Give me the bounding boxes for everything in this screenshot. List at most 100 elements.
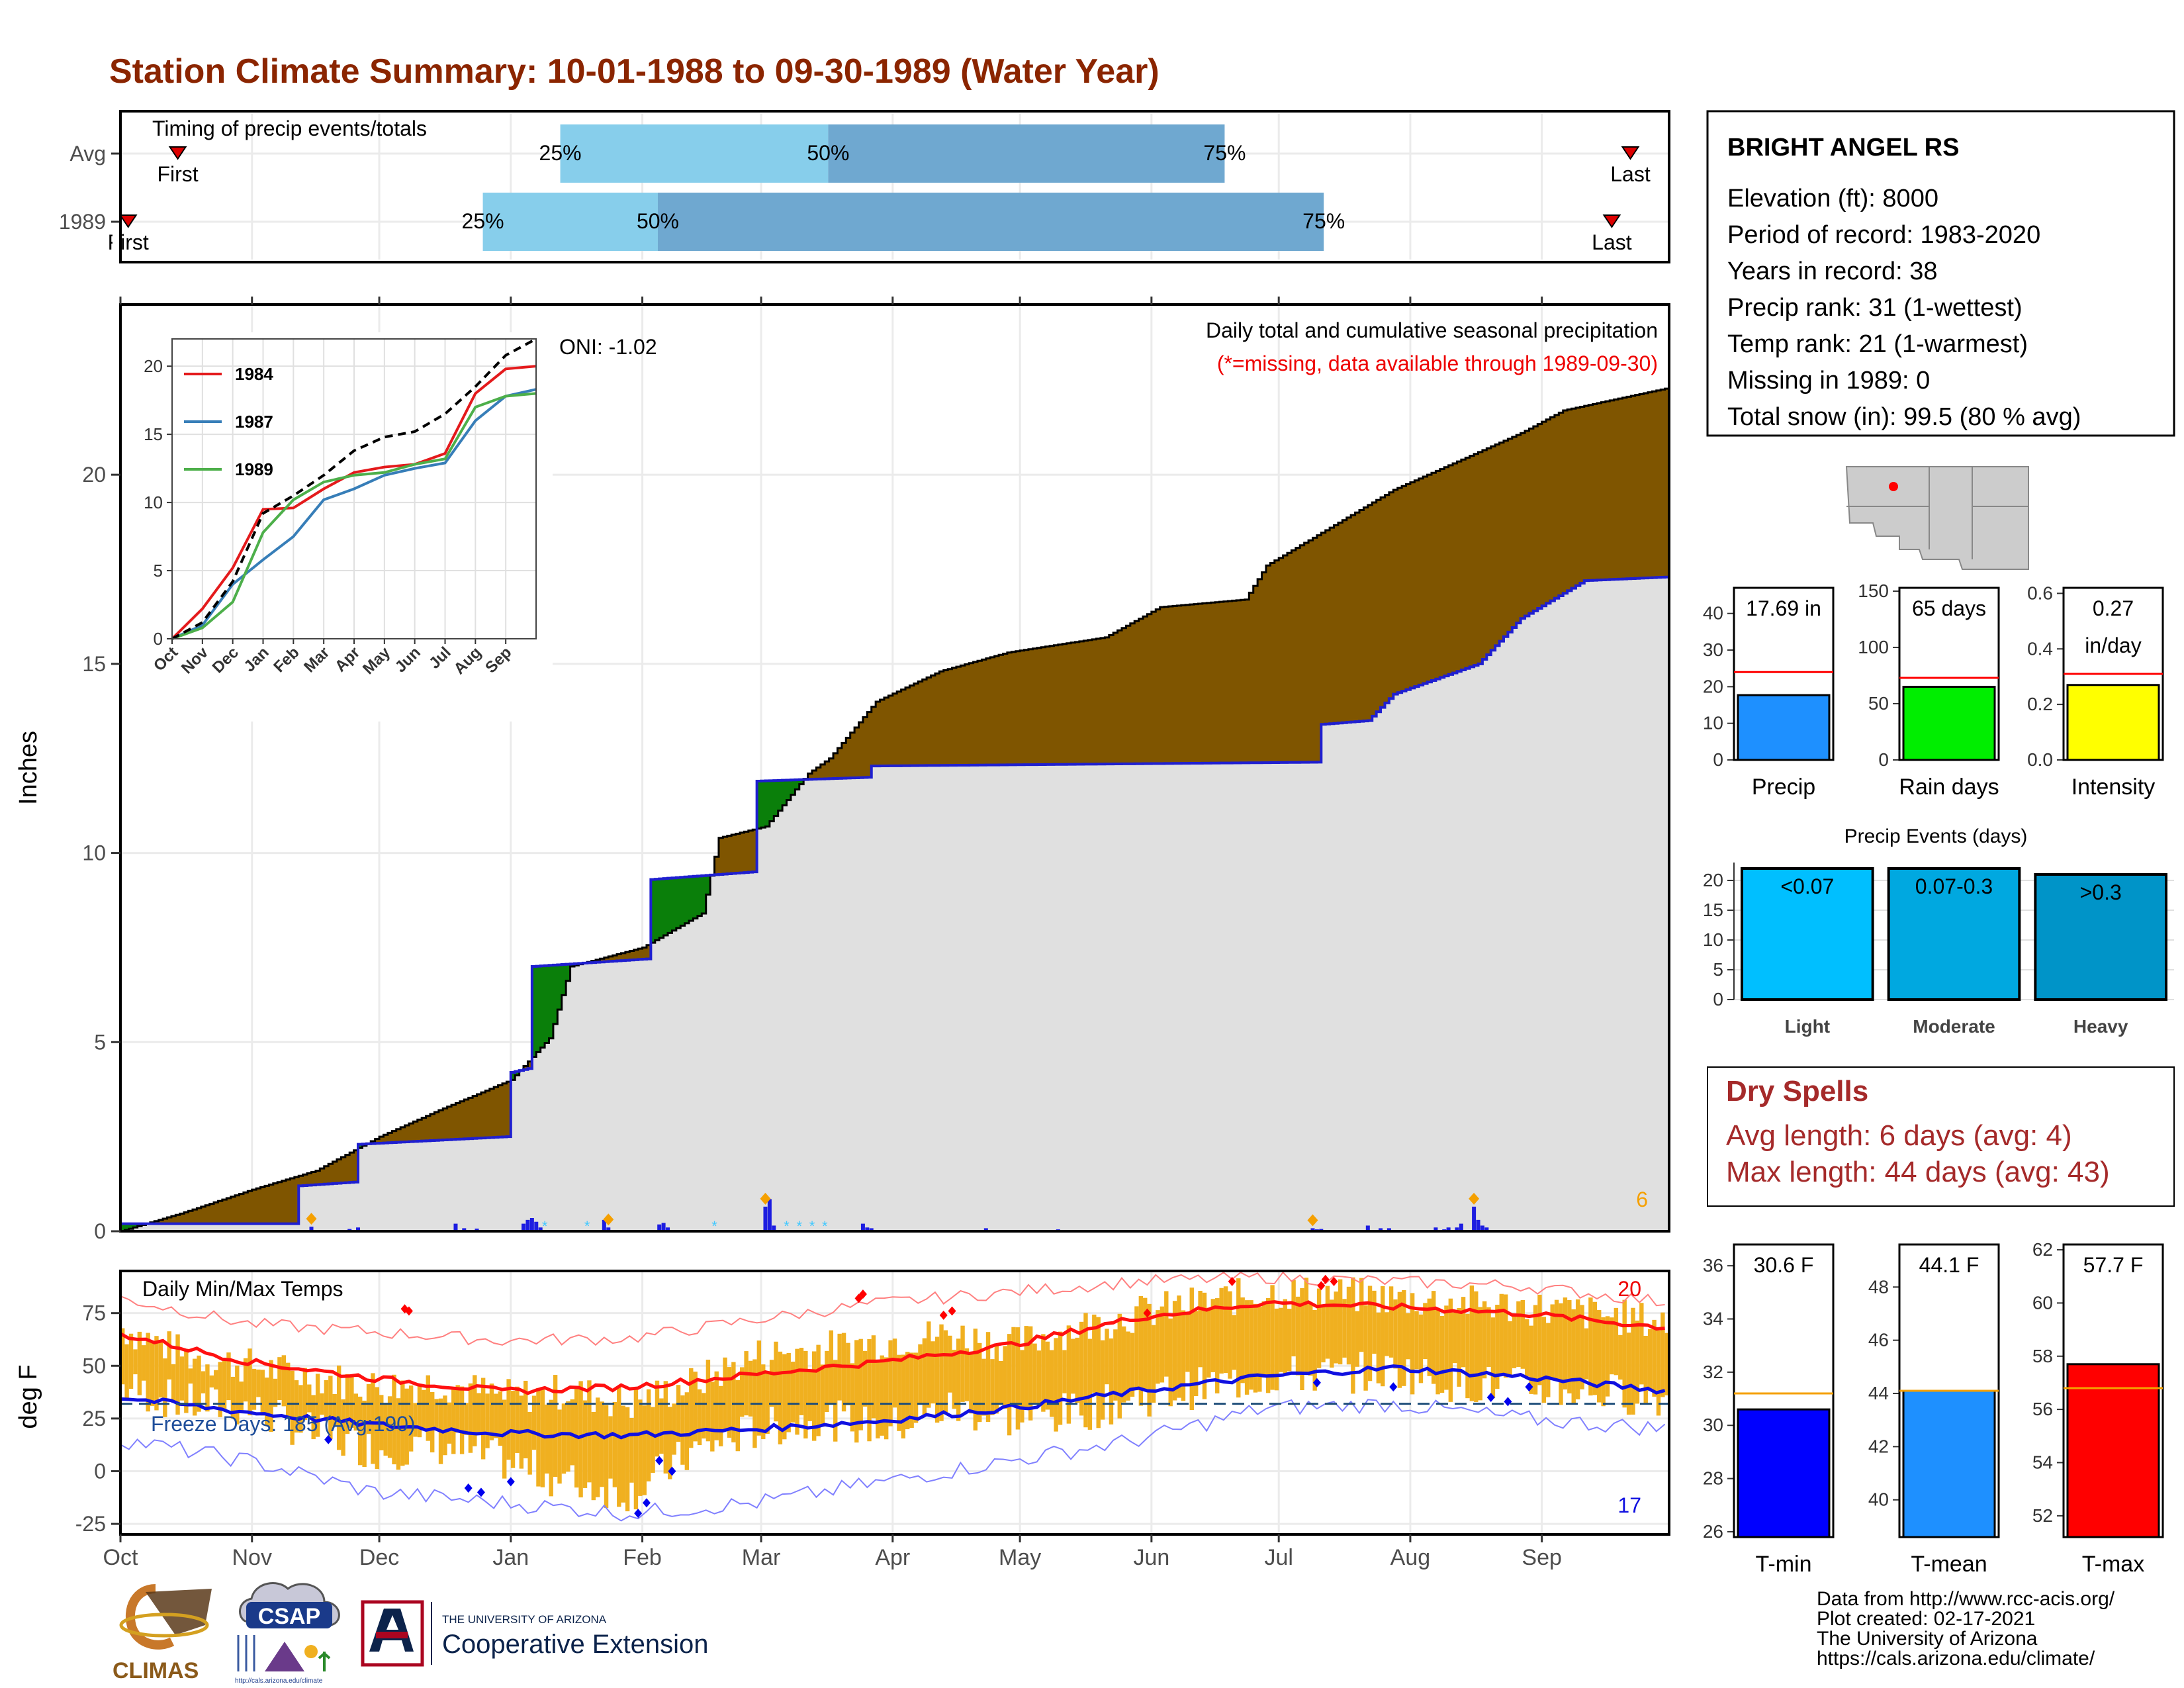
location-map xyxy=(1843,463,2029,571)
daily-temp-bar xyxy=(1584,1328,1589,1380)
daily-temp-bar xyxy=(1265,1298,1271,1393)
daily-temp-bar xyxy=(1087,1338,1093,1430)
daily-temp-bar xyxy=(192,1358,197,1416)
daily-temp-bar xyxy=(494,1393,498,1438)
daily-temp-bar xyxy=(128,1333,134,1389)
daily-temp-bar xyxy=(328,1376,333,1439)
daily-temp-bar xyxy=(740,1367,745,1417)
record-low-marker xyxy=(655,1456,664,1466)
daily-temp-bar xyxy=(1490,1317,1496,1399)
daily-temp-bar xyxy=(422,1389,426,1429)
daily-temp-bar xyxy=(1385,1312,1389,1356)
daily-temp-bar xyxy=(1626,1333,1631,1415)
month-label: Nov xyxy=(232,1545,272,1570)
daily-temp-bar xyxy=(761,1364,766,1440)
daily-temp-bar xyxy=(1189,1288,1194,1411)
event-bar-label: >0.3 xyxy=(2080,880,2122,904)
daily-temp-bar xyxy=(854,1340,859,1443)
temp-y-axis: -25 0 25 50 75 xyxy=(75,1301,120,1536)
daily-temp-bar xyxy=(536,1387,541,1487)
daily-temp-bar xyxy=(948,1335,952,1393)
daily-temp-bar xyxy=(1453,1312,1457,1364)
daily-temp-bar xyxy=(1444,1305,1449,1390)
inset-y-tick-label: 20 xyxy=(144,356,163,376)
daily-temp-bar xyxy=(1402,1289,1406,1386)
tmin_summary-chart: 26 28 30 32 34 36 30.6 F T-min xyxy=(1703,1243,1835,1577)
daily-precip-bar xyxy=(1387,1228,1391,1231)
timing-50-label: 50% xyxy=(637,209,679,233)
daily-temp-bar xyxy=(1435,1309,1440,1395)
daily-temp-bar xyxy=(290,1370,295,1445)
daily-temp-bar xyxy=(362,1400,367,1468)
daily-temp-bar xyxy=(1478,1307,1482,1401)
timing-75-label: 75% xyxy=(1302,209,1345,233)
first-event-marker xyxy=(118,214,138,228)
y-tick-label: 54 xyxy=(2032,1452,2053,1472)
y-tick-label: 10 xyxy=(1703,929,1723,950)
daily-temp-bar xyxy=(1474,1291,1479,1402)
trace-marker: * xyxy=(542,1218,548,1235)
record-high-marker xyxy=(939,1310,948,1320)
y-tick-label: 40 xyxy=(1703,603,1723,624)
tmax_summary-chart: 52 54 56 58 60 62 57.7 F T-max xyxy=(2032,1239,2164,1577)
daily-temp-bar xyxy=(302,1368,308,1420)
daily-temp-bar xyxy=(1257,1307,1262,1392)
daily-temp-bar xyxy=(867,1338,872,1442)
footer-line: Plot created: 02-17-2021 xyxy=(1817,1608,2035,1630)
daily-temp-bar xyxy=(705,1360,711,1442)
timing-frame-overlay xyxy=(119,110,1670,263)
daily-temp-bar xyxy=(655,1380,660,1457)
daily-temp-bar xyxy=(884,1357,889,1440)
daily-temp-bar xyxy=(1338,1279,1343,1365)
daily-temp-bar xyxy=(1045,1341,1050,1410)
event-category-label: Heavy xyxy=(2073,1016,2128,1037)
daily-precip-bar xyxy=(860,1223,865,1231)
footer-line: Data from http://www.rcc-acis.org/ xyxy=(1817,1588,2115,1610)
daily-precip-bar xyxy=(525,1219,530,1231)
daily-temp-bar xyxy=(1304,1278,1309,1374)
timing-bar-25-50 xyxy=(560,124,829,183)
daily-temp-bar xyxy=(1071,1338,1075,1394)
station-line: Missing in 1989: 0 xyxy=(1727,367,1930,395)
daily-temp-bar xyxy=(158,1342,163,1398)
precip-y-axis: 0 5 10 15 20 xyxy=(82,297,1543,1243)
daily-temp-bar xyxy=(909,1352,914,1429)
daily-temp-bar xyxy=(205,1364,210,1412)
daily-temp-bar xyxy=(1050,1350,1054,1417)
daily-temp-bar xyxy=(527,1411,532,1475)
daily-temp-bar xyxy=(799,1348,804,1415)
last-event-marker xyxy=(1621,146,1640,160)
daily-precip-bar xyxy=(772,1225,776,1231)
daily-temp-bar xyxy=(1512,1315,1517,1368)
daily-temp-bar xyxy=(1168,1318,1173,1407)
daily-temp-bar xyxy=(1062,1350,1067,1393)
daily-precip-bar xyxy=(1480,1225,1484,1231)
daily-precip-bar xyxy=(767,1199,772,1231)
daily-temp-bar xyxy=(999,1360,1003,1405)
daily-temp-bar xyxy=(349,1376,354,1428)
timing-panel: Timing of precip events/totals 25% 50% 75%… xyxy=(59,110,1670,263)
daily-temp-bar xyxy=(1367,1286,1373,1382)
daily-temp-bar xyxy=(582,1400,588,1488)
daily-temp-bar xyxy=(1236,1278,1241,1398)
temp-header: Daily Min/Max Temps xyxy=(142,1277,343,1301)
daily-precip-bar xyxy=(1455,1227,1459,1231)
daily-temp-bar xyxy=(120,1328,125,1385)
daily-temp-bar xyxy=(714,1371,719,1440)
trace-marker: * xyxy=(711,1218,717,1235)
daily-temp-bar xyxy=(846,1342,850,1405)
daily-temp-bar xyxy=(1126,1331,1130,1401)
daily-temp-bar xyxy=(1011,1327,1016,1406)
dry-spells-panel: Dry Spells Avg length: 6 days (avg: 4) M… xyxy=(1707,1066,2175,1207)
daily-precip-bar xyxy=(763,1206,768,1231)
trace-marker: * xyxy=(784,1218,790,1235)
record-high-marker xyxy=(948,1306,956,1316)
daily-temp-bar xyxy=(1614,1307,1619,1376)
daily-precip-bar xyxy=(529,1218,534,1231)
daily-temp-bar xyxy=(243,1358,248,1402)
station-line: Period of record: 1983-2020 xyxy=(1727,221,2040,249)
daily-temp-bar xyxy=(1529,1325,1533,1394)
daily-temp-bar xyxy=(1499,1293,1504,1375)
y-tick-label: 50 xyxy=(82,1354,106,1378)
